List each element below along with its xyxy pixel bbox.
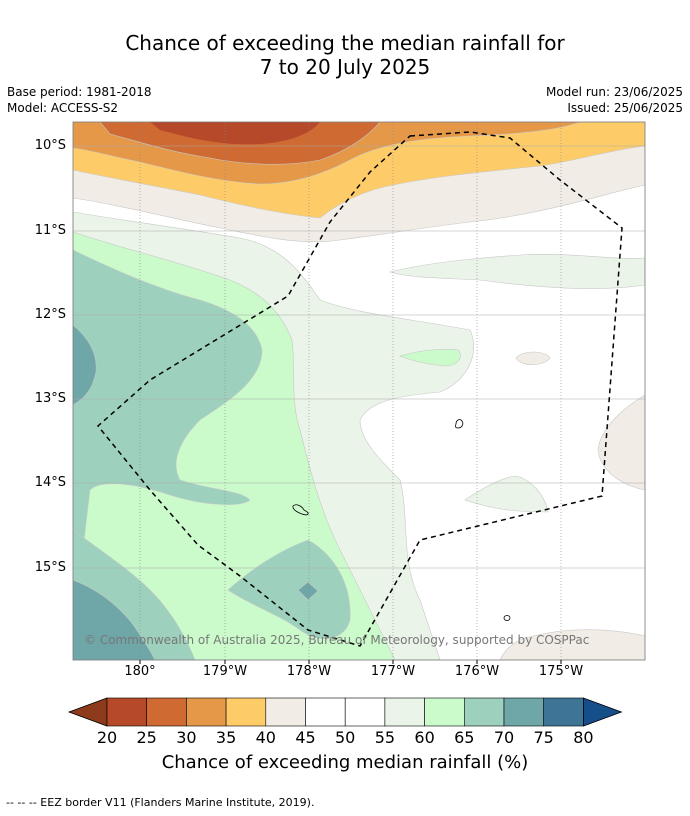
teal-region-upper [73, 249, 263, 621]
island-outline [455, 419, 464, 429]
beige-region-right [597, 394, 645, 491]
colorbar-swatch [543, 697, 584, 727]
colorbar-tick-label: 55 [374, 728, 396, 747]
darkteal-patch-west [73, 324, 97, 406]
darkteal-patch-small [297, 581, 319, 601]
colorbar-swatch [186, 697, 227, 727]
lon-label: 175°W [538, 664, 584, 679]
colorbar-swatch [463, 697, 505, 727]
colorbar-tick-label: 35 [215, 728, 237, 747]
base-period: Base period: 1981-2018 [7, 85, 152, 99]
lon-label: 178°W [286, 664, 332, 679]
colorbar-tick-label: 20 [96, 728, 118, 747]
lat-label: 11°S [34, 223, 66, 238]
colorbar-tick-label: 45 [295, 728, 316, 747]
gridlines [73, 145, 645, 569]
colorbar-tick-label: 80 [573, 728, 594, 747]
colorbar [67, 697, 623, 727]
colorbar-tick-label: 65 [454, 728, 475, 747]
map-frame [72, 121, 646, 661]
colorbar-swatch [225, 697, 267, 727]
colorbar-extend-low [67, 697, 108, 727]
colorbar-title: Chance of exceeding median rainfall (%) [161, 752, 529, 773]
colorbar-tick-label: 50 [335, 728, 356, 747]
darkred-region [150, 122, 320, 145]
colorbar-swatch [344, 697, 386, 727]
lightgreen-region-right [388, 254, 645, 289]
colorbar-extend-high [583, 697, 623, 727]
island-outline [503, 615, 511, 621]
colorbar-swatch [384, 697, 425, 727]
beige-patch-small [515, 351, 551, 366]
colorbar-tick-label: 70 [493, 728, 515, 747]
island-outline [292, 504, 309, 516]
axis-ticks [139, 660, 562, 664]
lat-label: 10°S [34, 138, 66, 153]
lon-label: 179°W [202, 664, 248, 679]
colorbar-tick-label: 75 [533, 728, 554, 747]
lon-label: 180° [124, 664, 156, 679]
eez-footer-note: -- -- -- EEZ border V11 (Flanders Marine… [6, 796, 315, 809]
lat-label: 15°S [34, 560, 66, 575]
lat-label: 14°S [34, 475, 66, 490]
teal-region-south [227, 539, 351, 639]
lon-label: 176°W [454, 664, 500, 679]
colorbar-swatch [106, 697, 148, 727]
colorbar-tick-label: 30 [176, 728, 197, 747]
eez-border [96, 131, 623, 647]
colorbar-swatch [424, 697, 465, 727]
colorbar-tick-label: 60 [414, 728, 435, 747]
model-run: Model run: 23/06/2025 [545, 85, 683, 99]
lon-label: 177°W [370, 664, 416, 679]
model-name: Model: ACCESS-S2 [7, 101, 119, 115]
issued-date: Issued: 25/06/2025 [567, 101, 683, 115]
colorbar-swatch [305, 697, 346, 727]
colorbar-swatch [146, 697, 187, 727]
colorbar-swatch [265, 697, 306, 727]
lat-label: 12°S [34, 307, 66, 322]
map-title-line2: 7 to 20 July 2025 [259, 55, 431, 79]
colorbar-tick-label: 40 [255, 728, 276, 747]
colorbar-tick-label: 25 [136, 728, 157, 747]
lightgreen-patch-center [464, 475, 549, 513]
lat-label: 13°S [34, 391, 66, 406]
green-patch-small [399, 348, 461, 367]
copyright-notice: © Commonwealth of Australia 2025, Bureau… [84, 633, 590, 647]
colorbar-swatch [503, 697, 545, 727]
map-title-line1: Chance of exceeding the median rainfall … [125, 31, 565, 55]
